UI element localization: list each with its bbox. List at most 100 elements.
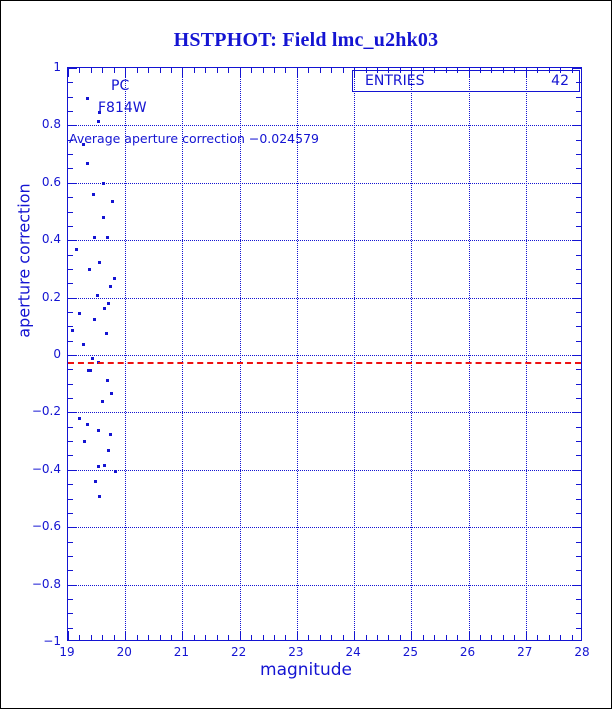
y-tick-minor (68, 484, 73, 486)
x-tick-minor (171, 68, 172, 73)
gridline-vertical (354, 68, 356, 640)
x-tick-major (182, 68, 184, 77)
filter-label: F814W (98, 100, 147, 116)
x-tick-minor (457, 635, 459, 640)
y-tick-label: 1 (53, 60, 61, 74)
y-tick-label: 0.4 (41, 232, 61, 247)
data-point (92, 236, 96, 240)
gridline-horizontal (68, 297, 581, 299)
data-point (87, 368, 91, 372)
y-tick-major (68, 182, 77, 184)
y-tick-label: 0.2 (41, 289, 61, 304)
y-tick-minor (68, 555, 73, 557)
gridline-horizontal (68, 412, 581, 414)
gridline-vertical (411, 68, 413, 640)
y-tick-label: 0.8 (41, 117, 61, 132)
y-tick-minor (68, 541, 73, 543)
x-tick-major (354, 631, 356, 640)
y-tick-label: −0.8 (31, 576, 61, 591)
x-tick-major (68, 68, 69, 77)
y-tick-major (572, 584, 581, 586)
x-tick-minor (502, 635, 504, 640)
data-point (101, 181, 105, 185)
gridline-horizontal (68, 584, 581, 586)
data-point (103, 306, 107, 310)
y-tick-major (572, 240, 581, 242)
x-tick-label: 19 (59, 645, 75, 659)
y-tick-minor (68, 398, 73, 400)
data-point (93, 480, 97, 484)
y-tick-minor (68, 498, 73, 500)
data-point (109, 285, 113, 289)
data-point (112, 277, 116, 281)
x-tick-minor (365, 635, 367, 640)
data-point (92, 317, 96, 321)
data-point (85, 422, 89, 426)
y-tick-minor (576, 555, 581, 557)
x-tick-minor (113, 635, 115, 640)
x-tick-minor (308, 635, 310, 640)
x-tick-major (239, 631, 241, 640)
data-point (109, 391, 113, 395)
x-tick-minor (342, 635, 344, 640)
y-tick-minor (576, 111, 581, 113)
x-tick-minor (193, 635, 195, 640)
x-tick-minor (422, 635, 424, 640)
x-tick-minor (480, 635, 481, 640)
x-tick-minor (274, 635, 275, 640)
data-point (104, 332, 108, 336)
x-tick-label: 27 (517, 645, 533, 659)
x-tick-minor (548, 635, 550, 640)
x-tick-major (354, 68, 356, 77)
y-tick-minor (576, 96, 581, 98)
y-tick-minor (576, 512, 581, 514)
y-tick-minor (576, 268, 581, 270)
data-point (83, 440, 87, 444)
y-tick-minor (576, 498, 581, 500)
y-tick-minor (576, 570, 581, 572)
y-tick-label: 0 (53, 347, 61, 361)
page-title: HSTPHOT: Field lmc_u2hk03 (173, 29, 439, 51)
y-tick-minor (576, 225, 581, 227)
data-point (97, 111, 101, 115)
y-tick-minor (68, 426, 73, 428)
x-tick-minor (399, 635, 401, 640)
data-point (106, 378, 110, 382)
y-tick-minor (576, 627, 581, 629)
gridline-horizontal (68, 527, 581, 529)
y-tick-minor (68, 139, 73, 141)
data-point (107, 302, 111, 306)
x-tick-minor (228, 635, 230, 640)
x-tick-minor (148, 635, 150, 640)
y-tick-major (572, 469, 581, 471)
y-tick-minor (576, 541, 581, 543)
y-tick-minor (68, 613, 73, 615)
y-tick-minor (576, 383, 581, 385)
average-correction-label: Average aperture correction −0.024579 (69, 131, 319, 146)
x-tick-minor (571, 635, 573, 640)
y-tick-minor (68, 283, 73, 285)
y-tick-minor (68, 326, 73, 328)
gridline-horizontal (68, 355, 581, 356)
y-tick-minor (576, 211, 581, 213)
x-tick-minor (445, 635, 447, 640)
plot-frame (67, 67, 582, 641)
plot-area (68, 68, 581, 640)
gridline-horizontal (68, 240, 581, 242)
x-tick-minor (251, 68, 253, 73)
entries-box: ENTRIES 42 (352, 70, 580, 92)
data-point (81, 143, 85, 147)
y-tick-minor (576, 455, 581, 457)
y-tick-minor (68, 225, 73, 227)
x-tick-label: 24 (345, 645, 361, 659)
gridline-vertical (525, 68, 527, 640)
x-tick-minor (193, 68, 195, 73)
x-tick-minor (79, 68, 81, 73)
x-tick-minor (102, 635, 104, 640)
data-point (111, 199, 115, 203)
y-tick-major (68, 355, 77, 356)
y-tick-minor (576, 326, 581, 328)
y-tick-minor (576, 197, 581, 199)
gridline-horizontal (68, 182, 581, 184)
x-tick-minor (262, 68, 264, 73)
